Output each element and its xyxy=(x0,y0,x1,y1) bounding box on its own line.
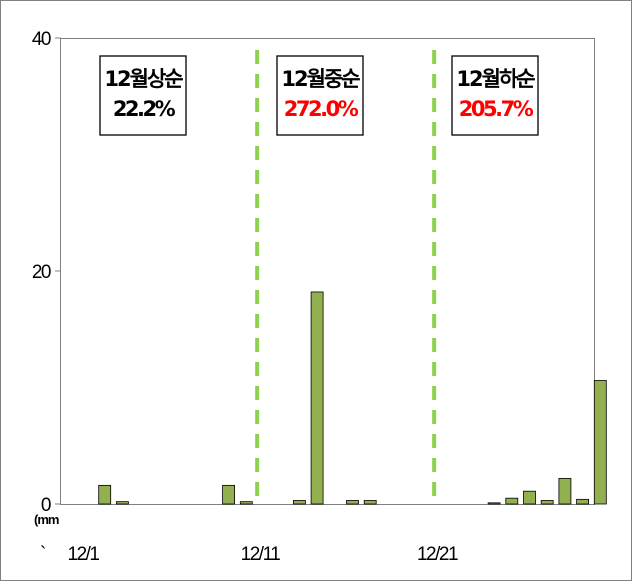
bars xyxy=(98,291,607,505)
bar-day-14 xyxy=(310,291,324,505)
y-tick-label-40: 40 xyxy=(32,29,51,50)
bar-day-26 xyxy=(523,490,536,505)
bar-day-29 xyxy=(576,498,589,505)
period-box-value-1: 22.2% xyxy=(113,97,176,121)
unit-label: (mm xyxy=(34,512,59,527)
bar-day-16 xyxy=(346,500,359,505)
period-boxes: 12월상순 22.2% 12월중순 272.0% 12월하순 205.7% xyxy=(99,55,539,136)
bar-day-30 xyxy=(593,380,607,505)
period-box-label-1: 12월상순 xyxy=(104,67,183,91)
x-tick-label-11: 12/11 xyxy=(241,544,281,565)
bar-day-28 xyxy=(558,477,572,505)
x-tick-label-21: 12/21 xyxy=(417,544,458,565)
bar-day-3 xyxy=(116,501,129,505)
y-axis-ticks: 0 20 40 xyxy=(32,29,61,516)
period-box-label-2: 12월중순 xyxy=(281,67,360,91)
period-box-2 xyxy=(276,55,364,136)
x-axis-ticks: 12/1 12/11 12/21 xyxy=(68,544,460,565)
bar-day-13 xyxy=(292,500,306,505)
period-box-1 xyxy=(99,55,187,136)
y-tick-label-20: 20 xyxy=(32,262,51,283)
bar-day-9 xyxy=(222,484,236,505)
period-box-value-2: 272.0% xyxy=(284,97,359,121)
period-box-3 xyxy=(451,55,539,136)
bar-day-24 xyxy=(487,502,501,505)
period-box-value-3: 205.7% xyxy=(459,97,534,121)
period-box-label-3: 12월하순 xyxy=(456,67,535,91)
stray-mark: ` xyxy=(40,544,45,565)
x-tick-label-1: 12/1 xyxy=(68,544,100,565)
bar-day-27 xyxy=(540,500,554,505)
bar-day-10 xyxy=(239,501,253,505)
period-dividers xyxy=(255,50,437,500)
bar-day-25 xyxy=(505,497,519,505)
y-tick-label-0: 0 xyxy=(41,495,51,516)
bar-day-2 xyxy=(98,484,112,505)
bar-day-17 xyxy=(363,500,377,505)
